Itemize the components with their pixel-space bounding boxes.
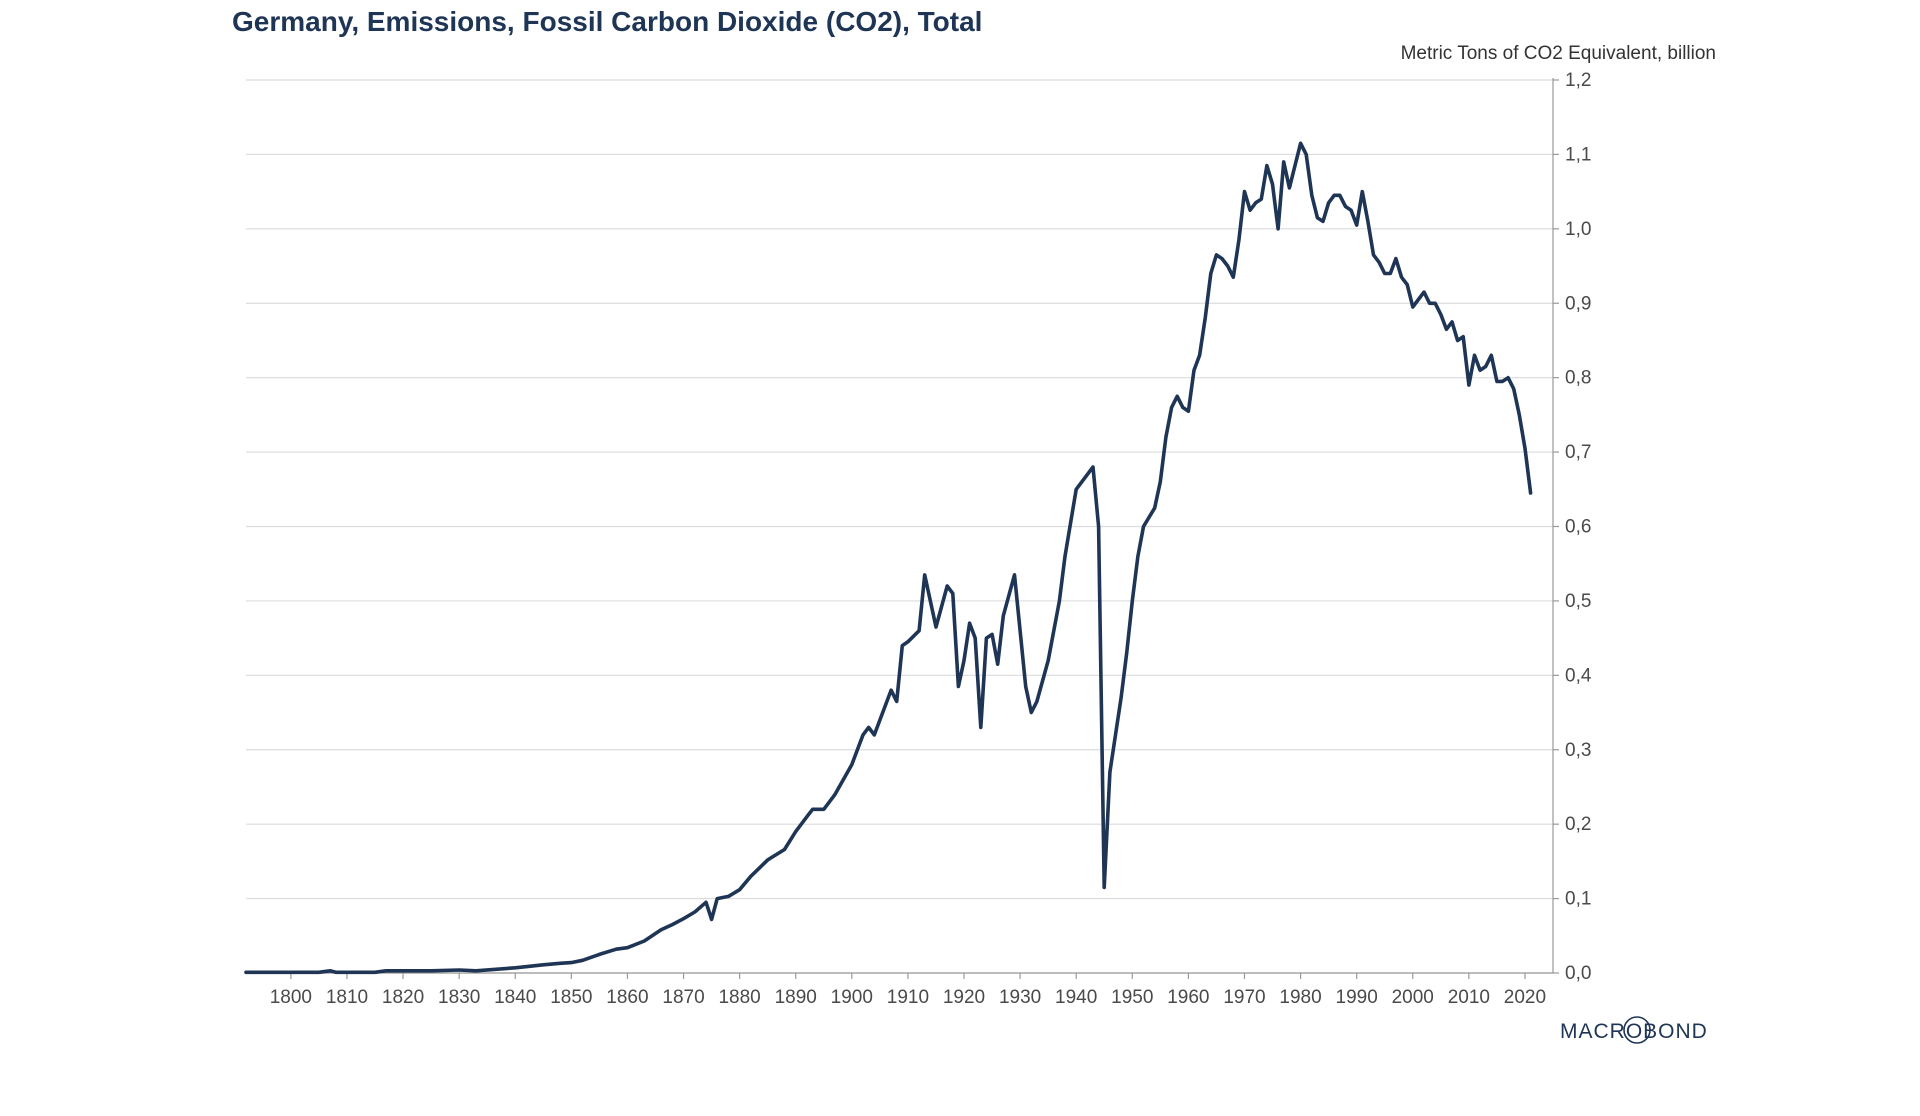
gridlines xyxy=(246,79,1553,974)
logo-ring-icon xyxy=(1623,1016,1651,1044)
x-tick-label: 1890 xyxy=(775,987,817,1008)
x-tick-label: 1960 xyxy=(1167,987,1209,1008)
y-tick-label: 0,0 xyxy=(1565,963,1591,984)
x-tick-label: 2000 xyxy=(1392,987,1434,1008)
y-tick-label: 0,6 xyxy=(1565,517,1591,538)
y-tick-label: 1,0 xyxy=(1565,219,1591,240)
x-tick-label: 1900 xyxy=(831,987,873,1008)
x-tick-label: 1830 xyxy=(438,987,480,1008)
x-tick-label: 1820 xyxy=(382,987,424,1008)
x-tick-label: 1950 xyxy=(1111,987,1153,1008)
x-tick-label: 1970 xyxy=(1223,987,1265,1008)
y-axis-unit-label: Metric Tons of CO2 Equivalent, billion xyxy=(1401,43,1716,64)
x-tick-label: 1930 xyxy=(999,987,1041,1008)
x-tick-label: 1910 xyxy=(887,987,929,1008)
x-tick-label: 1810 xyxy=(326,987,368,1008)
y-tick-label: 0,8 xyxy=(1565,368,1591,389)
x-tick-label: 1840 xyxy=(494,987,536,1008)
x-tick-label: 2020 xyxy=(1504,987,1546,1008)
axes: 0,0 0,1 0,2 0,3 0,4 0,5 0,6 0,7 0,8 0,9 1,0 1,1 1,2 1… xyxy=(246,70,1592,1008)
x-tick-label: 1920 xyxy=(943,987,985,1008)
y-tick-label: 0,5 xyxy=(1565,591,1591,612)
x-tick-label: 1800 xyxy=(270,987,312,1008)
macrobond-logo: MACROBOND xyxy=(1560,1016,1708,1044)
chart-title: Germany, Emissions, Fossil Carbon Dioxid… xyxy=(232,6,983,37)
y-tick-label: 0,1 xyxy=(1565,889,1591,910)
y-tick-label: 1,2 xyxy=(1565,70,1591,91)
y-tick-label: 0,2 xyxy=(1565,814,1591,835)
y-tick-label: 0,4 xyxy=(1565,665,1592,686)
series-layer xyxy=(244,141,1533,975)
x-tick-label: 1850 xyxy=(550,987,592,1008)
y-tick-label: 0,9 xyxy=(1565,293,1591,314)
y-tick-label: 0,3 xyxy=(1565,740,1591,761)
logo-text: MACROBOND xyxy=(1560,1020,1708,1043)
y-tick-label: 1,1 xyxy=(1565,144,1591,165)
series-line-0 xyxy=(244,141,1533,975)
x-tick-label: 1940 xyxy=(1055,987,1097,1008)
x-tick-label: 1990 xyxy=(1336,987,1378,1008)
x-tick-label: 1980 xyxy=(1279,987,1321,1008)
x-tick-label: 2010 xyxy=(1448,987,1490,1008)
x-tick-label: 1870 xyxy=(662,987,704,1008)
y-tick-label: 0,7 xyxy=(1565,442,1591,463)
x-tick-label: 1860 xyxy=(606,987,648,1008)
x-tick-label: 1880 xyxy=(718,987,760,1008)
